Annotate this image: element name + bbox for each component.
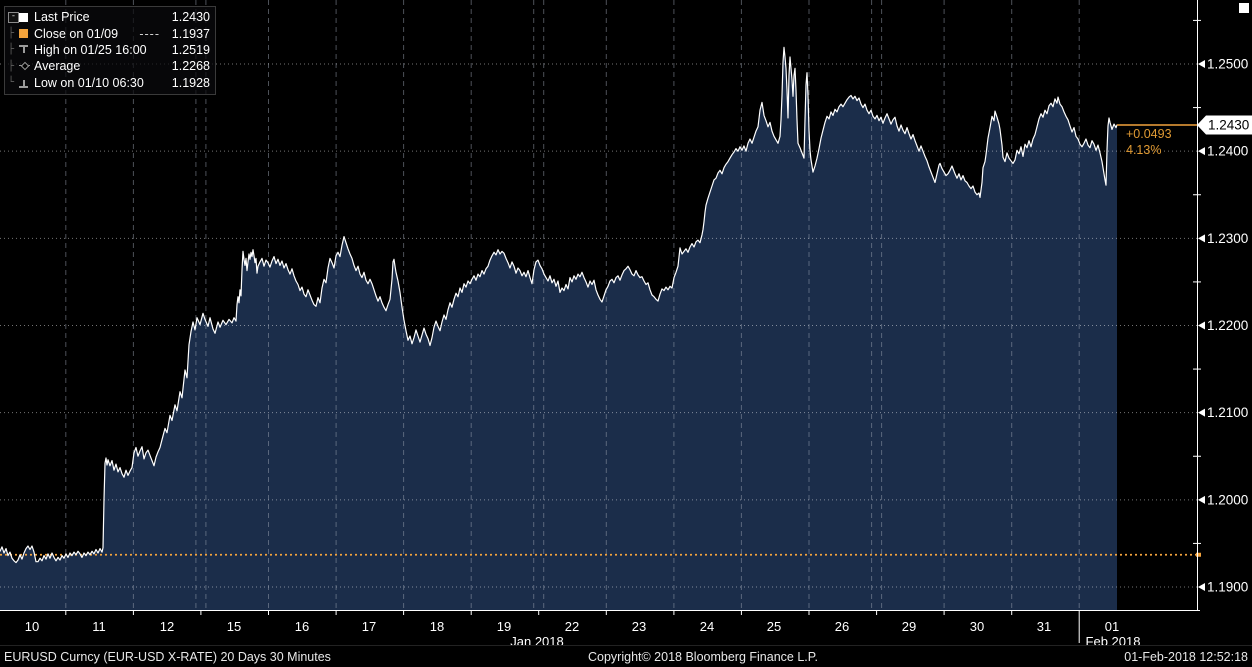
legend-tree-branch: ├: [8, 44, 15, 56]
legend-label: High on 01/25 16:00: [34, 42, 147, 57]
price-line: [0, 46, 1118, 564]
legend-value: 1.1928: [171, 75, 210, 90]
legend-value: 1.2430: [171, 10, 210, 25]
price-axis-label: 1.1900: [1207, 580, 1248, 595]
date-label: 01: [1105, 619, 1119, 634]
price-tick-arrow: [1198, 321, 1205, 330]
legend-value: 1.2268: [171, 59, 210, 74]
date-label: 22: [565, 619, 579, 634]
legend-label: Average: [34, 59, 81, 74]
legend-row-average[interactable]: ├ Average 1.2268: [8, 58, 210, 74]
legend-label: Last Price: [34, 10, 90, 25]
copyright-text: Copyright© 2018 Bloomberg Finance L.P.: [588, 650, 818, 664]
price-axis-label: 1.2300: [1207, 231, 1248, 246]
price-tick-arrow: [1198, 583, 1205, 591]
legend-value: 1.1937: [171, 26, 210, 41]
price-tick-arrow: [1198, 495, 1205, 504]
date-label: 16: [295, 619, 309, 634]
legend-row-low-on-01-10-06-30[interactable]: └ Low on 01/10 06:30 1.1928: [8, 75, 210, 91]
date-label: 29: [902, 619, 916, 634]
square-orange-icon: [19, 29, 34, 39]
date-label: 15: [227, 619, 241, 634]
high-tick-icon: [19, 44, 34, 55]
legend-collapse-icon[interactable]: -: [8, 11, 19, 23]
price-axis-label: 1.2200: [1207, 318, 1248, 333]
low-tick-icon: [19, 78, 34, 88]
date-label: 11: [92, 619, 106, 634]
month-label: Jan 2018: [510, 634, 564, 645]
chart-legend: - Last Price 1.2430 ├ Close on 01/09 ---- 1.19…: [4, 6, 216, 95]
date-label: 19: [497, 619, 511, 634]
legend-tree-branch: └: [8, 77, 15, 89]
legend-tree-branch: ├: [8, 60, 15, 72]
legend-label: Close on 01/09: [34, 26, 119, 41]
timestamp: 01-Feb-2018 12:52:18: [1124, 650, 1248, 664]
legend-row-close-on-01-09[interactable]: ├ Close on 01/09 ---- 1.1937: [8, 25, 210, 41]
net-change-label: +0.0493: [1126, 127, 1172, 141]
legend-dash-hint: ----: [139, 26, 160, 41]
price-axis-label: 1.2500: [1207, 57, 1248, 72]
price-tick-arrow: [1198, 147, 1205, 156]
date-label: 17: [362, 619, 376, 634]
price-axis-label: 1.2400: [1207, 144, 1248, 159]
price-axis-label: 1.2100: [1207, 405, 1248, 420]
price-tick-arrow: [1198, 234, 1205, 243]
date-label: 25: [767, 619, 781, 634]
date-label: 24: [700, 619, 714, 634]
last-price-badge: [1197, 115, 1252, 135]
legend-tree-branch: ├: [8, 28, 15, 40]
price-tick-arrow: [1198, 60, 1205, 68]
month-label: Feb 2018: [1086, 634, 1141, 645]
legend-row-last-price[interactable]: - Last Price 1.2430: [8, 9, 210, 25]
date-label: 10: [25, 619, 39, 634]
corner-marker[interactable]: [1239, 3, 1249, 13]
date-label: 12: [160, 619, 174, 634]
pct-change-label: 4.13%: [1126, 143, 1161, 157]
square-white-icon: [19, 12, 34, 22]
legend-row-high-on-01-25-16-00[interactable]: ├ High on 01/25 16:00 1.2519: [8, 42, 210, 58]
price-area-fill: [0, 47, 1117, 610]
last-price-badge-value: 1.2430: [1208, 118, 1249, 133]
date-label: 23: [632, 619, 646, 634]
date-label: 31: [1037, 619, 1051, 634]
legend-expander[interactable]: -: [8, 11, 19, 23]
security-description: EURUSD Curncy (EUR-USD X-RATE) 20 Days 3…: [4, 650, 331, 664]
price-axis-label: 1.2000: [1207, 492, 1248, 507]
date-label: 26: [835, 619, 849, 634]
status-bar: EURUSD Curncy (EUR-USD X-RATE) 20 Days 3…: [0, 645, 1252, 667]
close-price-axis-tick: [1196, 552, 1201, 557]
average-icon: [19, 61, 34, 71]
legend-label: Low on 01/10 06:30: [34, 75, 144, 90]
date-label: 30: [970, 619, 984, 634]
legend-value: 1.2519: [171, 42, 210, 57]
chart-plot-area[interactable]: +0.0493 4.13% 1.2500 1.2400 1.2300 1.2200 1.21…: [0, 0, 1252, 649]
date-label: 18: [430, 619, 444, 634]
price-tick-arrow: [1198, 408, 1205, 417]
